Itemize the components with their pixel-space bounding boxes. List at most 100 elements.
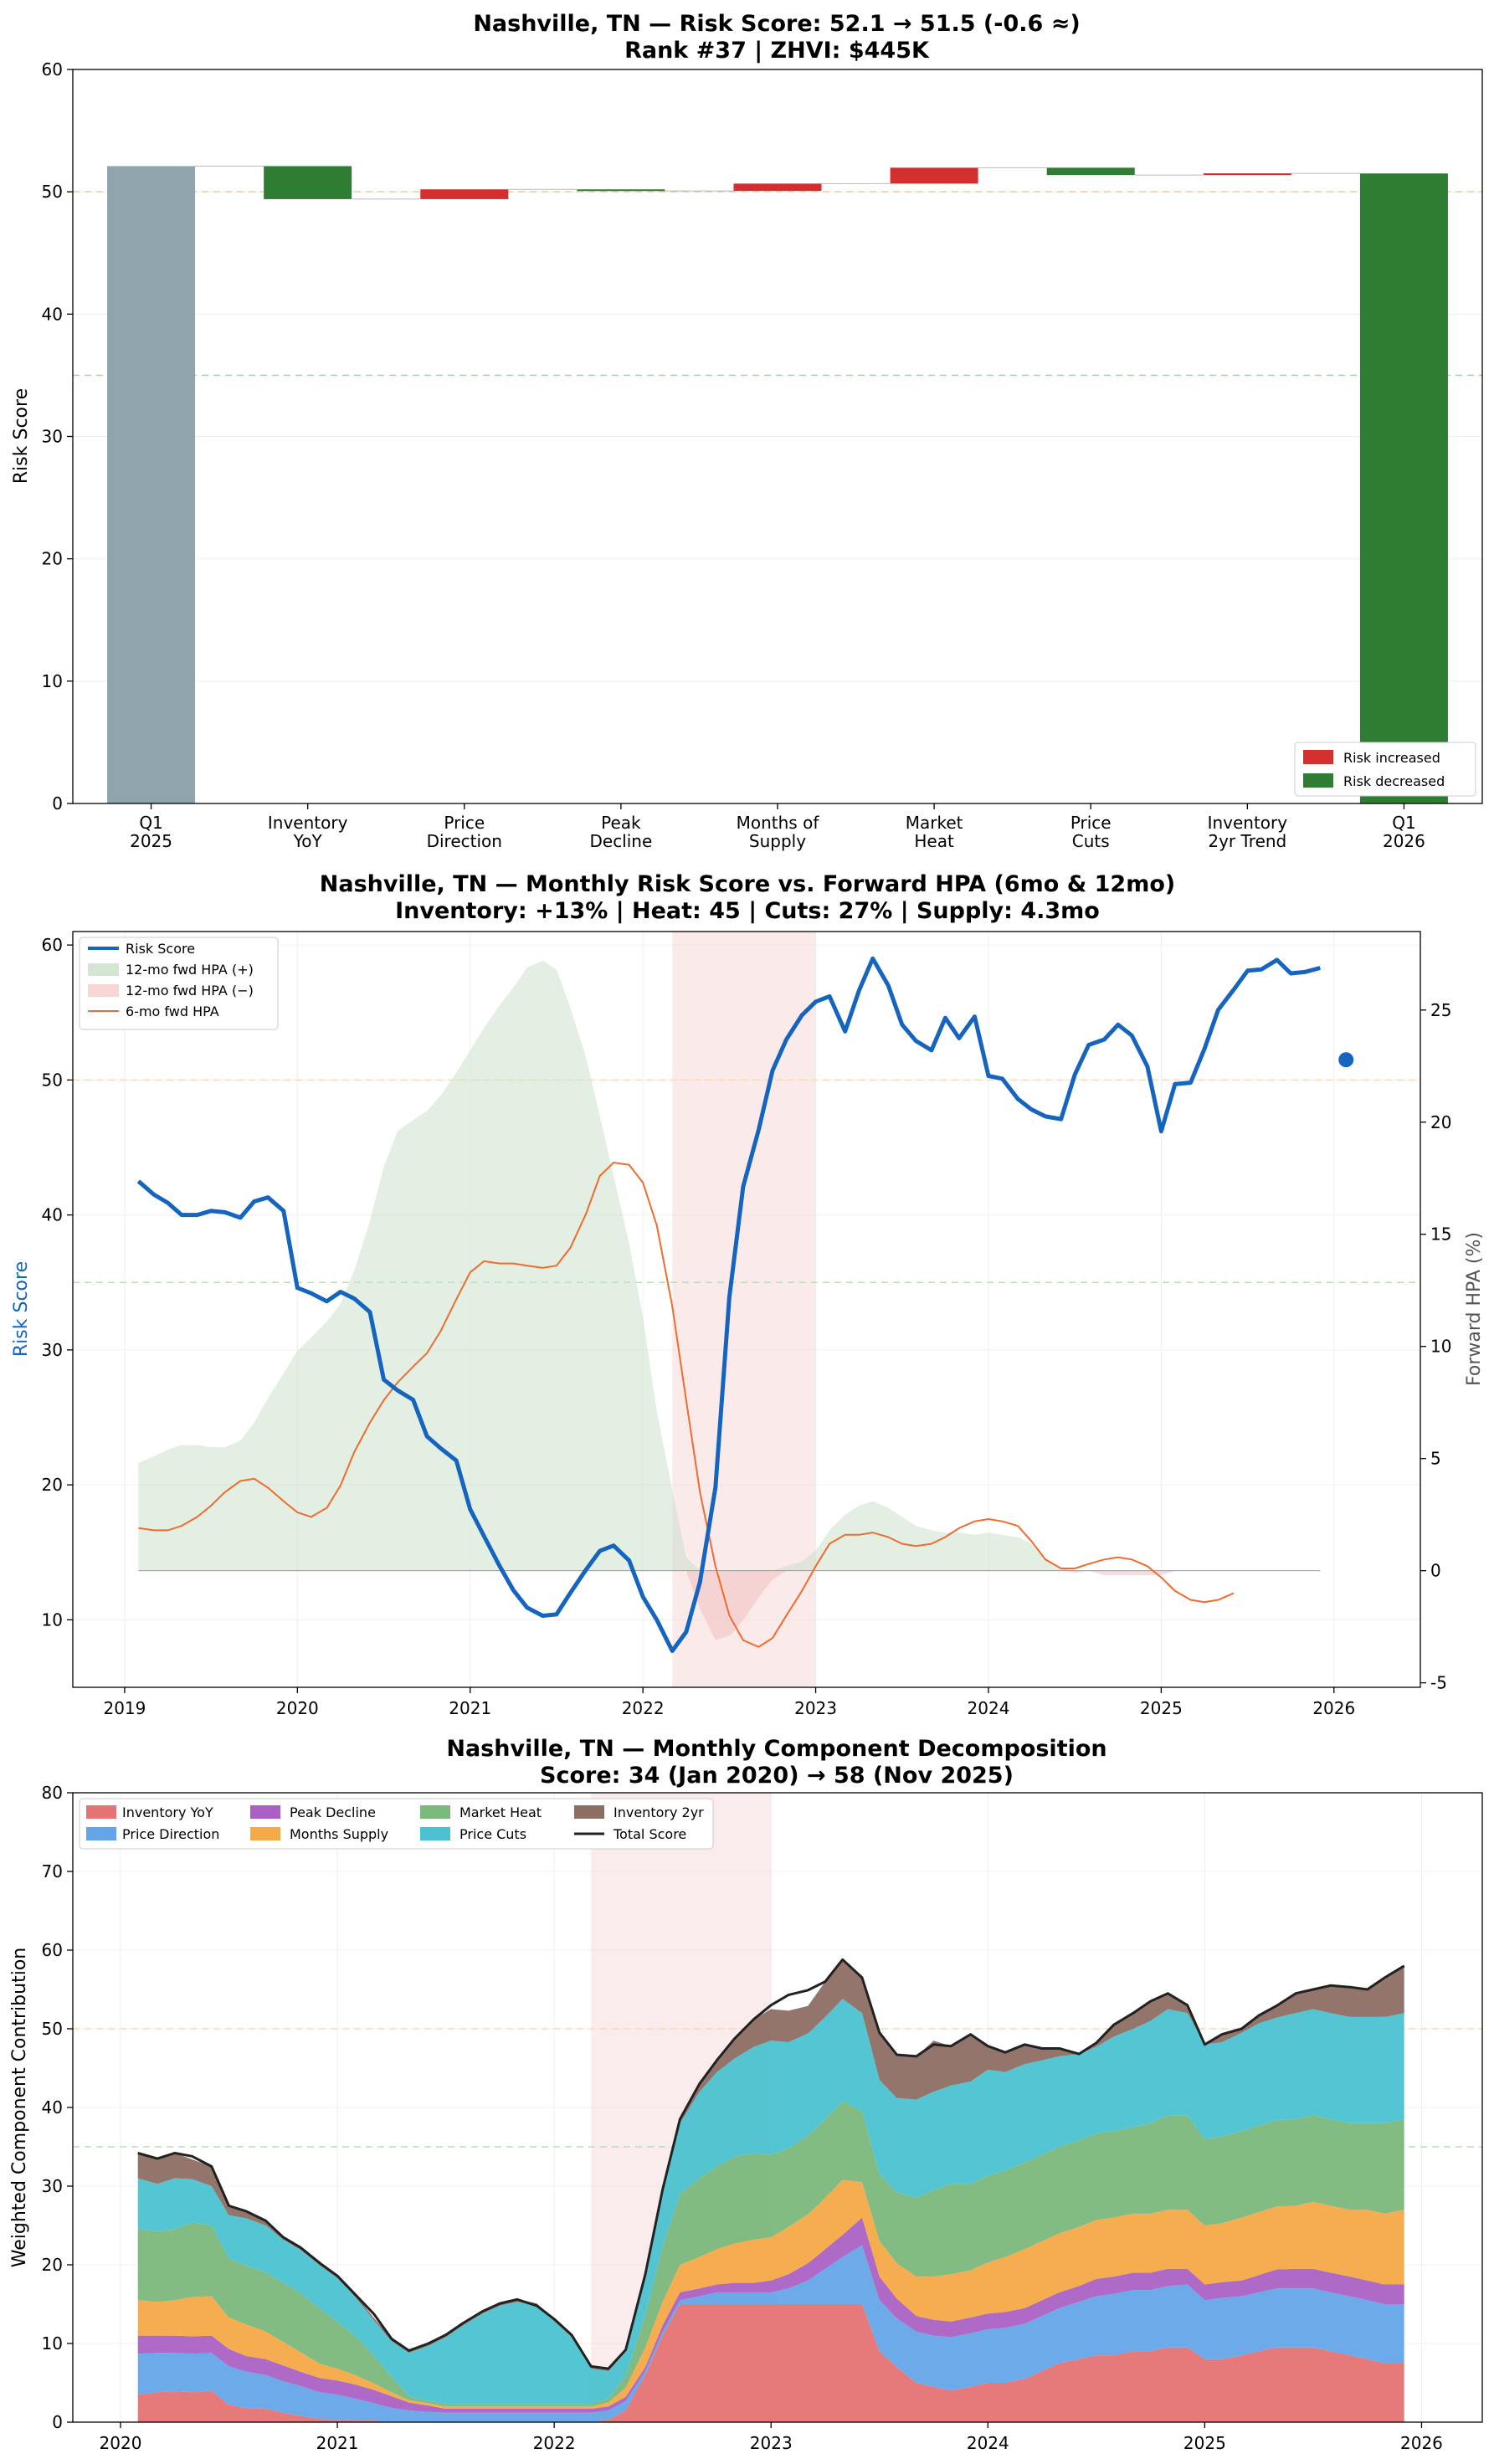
legend-risk-decreased: Risk decreased bbox=[1343, 773, 1445, 789]
decomposition-x-tick-label: 2026 bbox=[1400, 2433, 1443, 2453]
waterfall-title: Nashville, TN — Risk Score: 52.1 → 51.5 … bbox=[473, 11, 1080, 37]
waterfall-y-tick-label: 40 bbox=[42, 304, 63, 324]
risk-hpa-legend: Risk Score 12-mo fwd HPA (+) 12-mo fwd H… bbox=[79, 937, 279, 1030]
legend-total-score: Total Score bbox=[613, 1826, 686, 1842]
waterfall-bar-start bbox=[107, 166, 196, 803]
legend-price-cuts: Price Cuts bbox=[459, 1826, 526, 1842]
risk-hpa-y2-tick-label: 5 bbox=[1430, 1449, 1441, 1469]
component-area-price-direction bbox=[137, 2245, 1404, 2422]
legend-swatch-price-direction bbox=[86, 1827, 116, 1840]
risk-hpa-y2-tick-label: 10 bbox=[1430, 1337, 1451, 1357]
component-area-market-heat bbox=[137, 2101, 1404, 2407]
legend-swatch-inventory-yoy bbox=[86, 1805, 116, 1819]
legend-swatch-increase bbox=[1303, 750, 1333, 764]
waterfall-y-tick-label: 60 bbox=[42, 59, 63, 80]
waterfall-x-label-start: Q1 2025 bbox=[130, 813, 172, 851]
waterfall-y-tick-label: 50 bbox=[42, 182, 63, 202]
risk-hpa-x-tick-label: 2026 bbox=[1312, 1698, 1355, 1718]
risk-hpa-x-tick-label: 2019 bbox=[103, 1698, 146, 1718]
rate-shock-shade bbox=[672, 932, 816, 1687]
risk-hpa-y2-label: Forward HPA (%) bbox=[1464, 1232, 1485, 1386]
waterfall-y-tick-label: 10 bbox=[42, 671, 63, 691]
risk-score-line bbox=[136, 956, 1321, 1653]
risk-hpa-y-tick-label: 60 bbox=[42, 935, 63, 955]
risk-hpa-x-tick-label: 2022 bbox=[622, 1698, 665, 1718]
legend-swatch-months-supply bbox=[250, 1827, 280, 1840]
legend-swatch-inventory-2yr bbox=[574, 1805, 604, 1819]
legend-peak-decline: Peak Decline bbox=[290, 1804, 376, 1820]
decomposition-y-tick-label: 0 bbox=[52, 2412, 63, 2432]
legend-months-supply: Months Supply bbox=[290, 1826, 388, 1842]
decomposition-y-tick-label: 10 bbox=[42, 2333, 63, 2354]
component-area-inventory-yoy bbox=[137, 2304, 1404, 2422]
legend-swatch-decrease bbox=[1303, 773, 1333, 788]
risk-hpa-title: Nashville, TN — Monthly Risk Score vs. F… bbox=[320, 871, 1175, 897]
decomposition-y-label: Weighted Component Contribution bbox=[9, 1948, 30, 2267]
waterfall-x-label: Inventory 2yr Trend bbox=[1208, 813, 1288, 851]
risk-hpa-y-tick-label: 40 bbox=[42, 1205, 63, 1225]
hpa12-positive-area bbox=[138, 960, 1321, 1571]
risk-hpa-x-tick-label: 2025 bbox=[1140, 1698, 1183, 1718]
legend-risk-score: Risk Score bbox=[126, 941, 195, 957]
waterfall-x-label: Peak Decline bbox=[589, 813, 652, 851]
decomposition-legend-box bbox=[79, 1798, 714, 1850]
risk-hpa-y-tick-label: 10 bbox=[42, 1609, 63, 1630]
decomposition-x-tick-label: 2024 bbox=[967, 2433, 1009, 2453]
waterfall-y-tick-label: 0 bbox=[52, 793, 63, 814]
risk-hpa-y-tick-label: 30 bbox=[42, 1340, 63, 1360]
legend-swatch-peak-decline bbox=[250, 1805, 280, 1819]
waterfall-bar-step bbox=[1046, 167, 1135, 176]
legend-risk-increased: Risk increased bbox=[1343, 750, 1440, 766]
decomposition-x-tick-label: 2022 bbox=[533, 2433, 576, 2453]
decomposition-x-tick-label: 2020 bbox=[100, 2433, 142, 2453]
risk-hpa-panel: Nashville, TN — Monthly Risk Score vs. F… bbox=[11, 871, 1485, 1718]
risk-hpa-y2-tick-label: -5 bbox=[1430, 1673, 1447, 1693]
waterfall-bar-step bbox=[264, 166, 352, 199]
waterfall-bar-step bbox=[577, 189, 665, 192]
decomposition-x-tick-label: 2021 bbox=[316, 2433, 359, 2453]
decomposition-subtitle: Score: 34 (Jan 2020) → 58 (Nov 2025) bbox=[540, 1763, 1014, 1789]
waterfall-x-label: Market Heat bbox=[906, 813, 963, 851]
risk-hpa-x-tick-label: 2023 bbox=[794, 1698, 837, 1718]
risk-hpa-y2-tick-label: 25 bbox=[1430, 1000, 1451, 1020]
waterfall-bar-end bbox=[1359, 173, 1448, 803]
decomposition-y-tick-label: 30 bbox=[42, 2176, 63, 2196]
risk-hpa-axes-frame bbox=[72, 931, 1421, 1688]
waterfall-subtitle: Rank #37 | ZHVI: $445K bbox=[624, 38, 930, 64]
decomposition-panel: Nashville, TN — Monthly Component Decomp… bbox=[9, 1736, 1483, 2453]
waterfall-x-label: Price Cuts bbox=[1070, 813, 1112, 851]
decomposition-y-tick-label: 70 bbox=[42, 1861, 63, 1881]
risk-hpa-y-label: Risk Score bbox=[11, 1261, 32, 1357]
legend-inventory-2yr: Inventory 2yr bbox=[614, 1804, 704, 1820]
risk-hpa-legend-box bbox=[79, 937, 279, 1030]
risk-hpa-y-tick-label: 50 bbox=[42, 1070, 63, 1090]
waterfall-y-tick-label: 20 bbox=[42, 549, 63, 569]
hpa6-line bbox=[138, 1161, 1235, 1648]
risk-hpa-y2-tick-label: 0 bbox=[1430, 1561, 1441, 1581]
legend-inventory-yoy: Inventory YoY bbox=[122, 1804, 213, 1820]
waterfall-x-label: Price Direction bbox=[427, 813, 502, 851]
risk-hpa-x-tick-label: 2024 bbox=[968, 1698, 1010, 1718]
decomposition-y-tick-label: 40 bbox=[42, 2097, 63, 2118]
risk-hpa-y-tick-label: 20 bbox=[42, 1475, 63, 1495]
legend-market-heat: Market Heat bbox=[459, 1804, 542, 1820]
legend-swatch-price-cuts bbox=[420, 1827, 450, 1840]
waterfall-bar-step bbox=[1203, 173, 1291, 176]
waterfall-legend: Risk increased Risk decreased bbox=[1294, 742, 1476, 797]
waterfall-panel: Nashville, TN — Risk Score: 52.1 → 51.5 … bbox=[11, 11, 1483, 851]
legend-hpa-positive: 12-mo fwd HPA (+) bbox=[126, 962, 254, 978]
legend-hpa-pos-swatch bbox=[88, 963, 119, 976]
component-area-months-supply bbox=[137, 2179, 1404, 2409]
legend-swatch-market-heat bbox=[420, 1805, 450, 1819]
decomposition-y-tick-label: 60 bbox=[42, 1940, 63, 1960]
risk-hpa-x-tick-label: 2020 bbox=[276, 1698, 319, 1718]
hpa12-negative-area bbox=[138, 1570, 1321, 1640]
waterfall-y-tick-label: 30 bbox=[42, 427, 63, 447]
legend-price-direction: Price Direction bbox=[122, 1826, 219, 1842]
decomposition-y-tick-label: 20 bbox=[42, 2255, 63, 2275]
total-score-line bbox=[137, 1958, 1405, 2370]
waterfall-x-label: Inventory YoY bbox=[268, 813, 348, 851]
risk-hpa-y2-tick-label: 15 bbox=[1430, 1224, 1451, 1245]
waterfall-y-label: Risk Score bbox=[11, 388, 32, 484]
